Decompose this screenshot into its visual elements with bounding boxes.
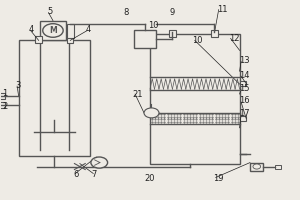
Text: 19: 19	[213, 174, 223, 183]
Text: 4: 4	[29, 25, 34, 34]
Bar	[0, 93, 5, 99]
Text: 17: 17	[240, 109, 250, 118]
Text: 16: 16	[240, 96, 250, 105]
Text: 5: 5	[47, 7, 52, 16]
Text: 13: 13	[240, 56, 250, 65]
Bar	[275, 165, 281, 169]
Bar	[0, 102, 5, 108]
Text: 7: 7	[92, 170, 97, 179]
Circle shape	[91, 157, 108, 168]
Circle shape	[144, 108, 159, 118]
Text: 21: 21	[132, 90, 142, 99]
Circle shape	[43, 24, 63, 37]
Circle shape	[253, 164, 261, 169]
Text: 15: 15	[240, 84, 250, 93]
Text: 1: 1	[2, 89, 8, 98]
Bar	[169, 30, 176, 37]
Text: 10: 10	[148, 21, 159, 30]
Text: 3: 3	[15, 81, 20, 90]
Text: 9: 9	[169, 8, 175, 17]
Text: 20: 20	[144, 174, 154, 183]
Bar	[35, 36, 42, 43]
Text: 6: 6	[74, 170, 79, 179]
Text: 11: 11	[217, 5, 228, 14]
Text: 14: 14	[240, 71, 250, 80]
Bar	[40, 21, 66, 40]
Bar	[211, 30, 218, 37]
Bar	[19, 40, 90, 156]
Text: M: M	[49, 26, 57, 35]
Text: 8: 8	[123, 8, 128, 17]
Text: 10: 10	[192, 36, 202, 45]
Bar	[240, 116, 246, 121]
Bar	[134, 30, 156, 48]
Text: 12: 12	[229, 34, 240, 43]
Bar	[67, 24, 74, 38]
Bar	[67, 36, 74, 43]
Bar	[240, 81, 246, 86]
Text: 2: 2	[2, 102, 8, 111]
Bar	[250, 163, 263, 171]
Text: 4: 4	[86, 25, 91, 34]
Bar	[150, 34, 240, 164]
